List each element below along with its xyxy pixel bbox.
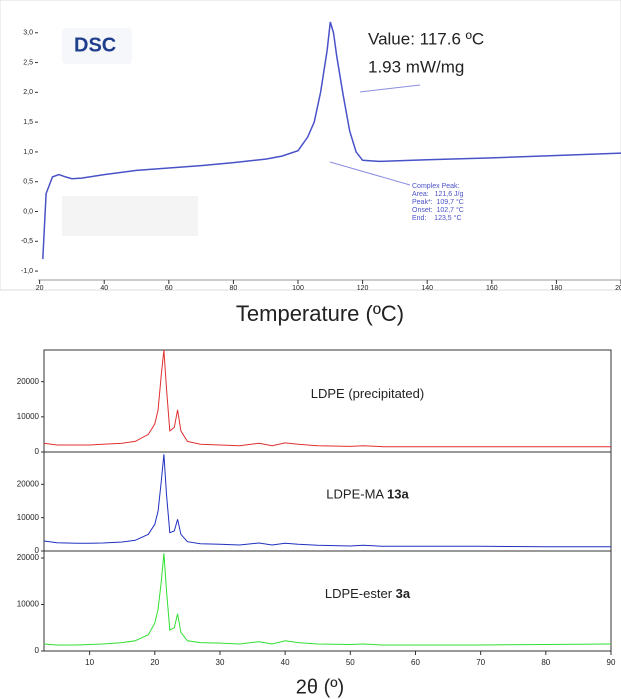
x-tick-label: 80 <box>230 285 238 292</box>
peak-info: Area: 121,6 J/g <box>412 191 463 198</box>
x-tick-label: 70 <box>476 658 485 667</box>
data-line <box>43 349 611 448</box>
plot-frame <box>43 550 612 652</box>
annotation-box <box>358 20 518 82</box>
peak-info: Complex Peak: <box>412 183 460 190</box>
x-tick-label: 160 <box>486 285 498 292</box>
y-tick-label: 0,5 <box>23 179 33 186</box>
series-label: LDPE-MA 13a <box>326 487 409 502</box>
series-name: LDPE-ester <box>325 586 393 601</box>
data-line <box>43 454 611 548</box>
x-axis-title: 2θ (º) <box>296 676 344 698</box>
y-tick-label: 10000 <box>17 600 40 609</box>
series-name: LDPE-MA <box>326 487 384 502</box>
y-tick-label: 10000 <box>17 412 40 421</box>
x-tick-label: 50 <box>346 658 355 667</box>
x-tick-label: 30 <box>216 658 225 667</box>
series-name-bold: 3a <box>396 586 411 601</box>
series-name-bold: 13a <box>387 487 409 502</box>
peak-leader <box>329 161 411 186</box>
y-tick-label: 2,0 <box>23 89 33 96</box>
annotation: Value: 117.6 ºC <box>368 29 484 48</box>
peak-info: End: 123,5 °C <box>412 214 462 222</box>
x-tick-label: 20 <box>36 285 44 292</box>
x-axis-title: Temperature (ºC) <box>236 301 404 326</box>
series-label: LDPE (precipitated) <box>311 386 424 401</box>
x-tick-label: 180 <box>551 285 563 292</box>
y-tick-label: 1,5 <box>23 119 33 126</box>
x-tick-label: 90 <box>607 658 616 667</box>
y-tick-label: 0 <box>35 447 40 456</box>
dsc-title: DSC <box>74 34 116 56</box>
data-line <box>43 553 612 646</box>
x-tick-label: 40 <box>100 285 108 292</box>
y-tick-label: 1,0 <box>23 149 33 156</box>
y-tick-label: 20000 <box>17 479 40 488</box>
x-tick-label: 60 <box>411 658 420 667</box>
y-tick-label: 0 <box>35 546 40 555</box>
y-tick-label: -0,5 <box>21 238 33 245</box>
series-label: LDPE-ester 3a <box>325 586 411 601</box>
data-line <box>42 21 621 260</box>
y-tick-label: -1,0 <box>21 268 33 275</box>
x-tick-label: 60 <box>165 285 173 292</box>
peak-info: Peak*: 109,7 °C <box>412 198 464 206</box>
dsc-title-box <box>62 28 132 64</box>
annotation-leader <box>359 84 421 93</box>
y-tick-label: 0,0 <box>23 208 33 215</box>
x-tick-label: 20 <box>150 658 159 667</box>
annotation: 1.93 mW/mg <box>368 57 464 76</box>
y-tick-label: 20000 <box>17 377 40 386</box>
peak-info: Onset: 102,7 °C <box>412 206 464 214</box>
x-tick-label: 10 <box>85 658 94 667</box>
blank-box <box>62 196 198 236</box>
x-tick-label: 40 <box>281 658 290 667</box>
x-tick-label: 200 <box>615 285 621 292</box>
y-tick-label: 3,0 <box>23 30 33 37</box>
y-tick-label: 0 <box>35 646 40 655</box>
y-tick-label: 2,5 <box>23 59 33 66</box>
x-tick-label: 120 <box>357 285 369 292</box>
x-tick-label: 80 <box>541 658 550 667</box>
x-tick-label: 100 <box>292 285 304 292</box>
y-tick-label: 10000 <box>17 513 40 522</box>
series-name: LDPE (precipitated) <box>311 386 424 401</box>
y-tick-label: 20000 <box>17 553 40 562</box>
x-tick-label: 140 <box>421 285 433 292</box>
